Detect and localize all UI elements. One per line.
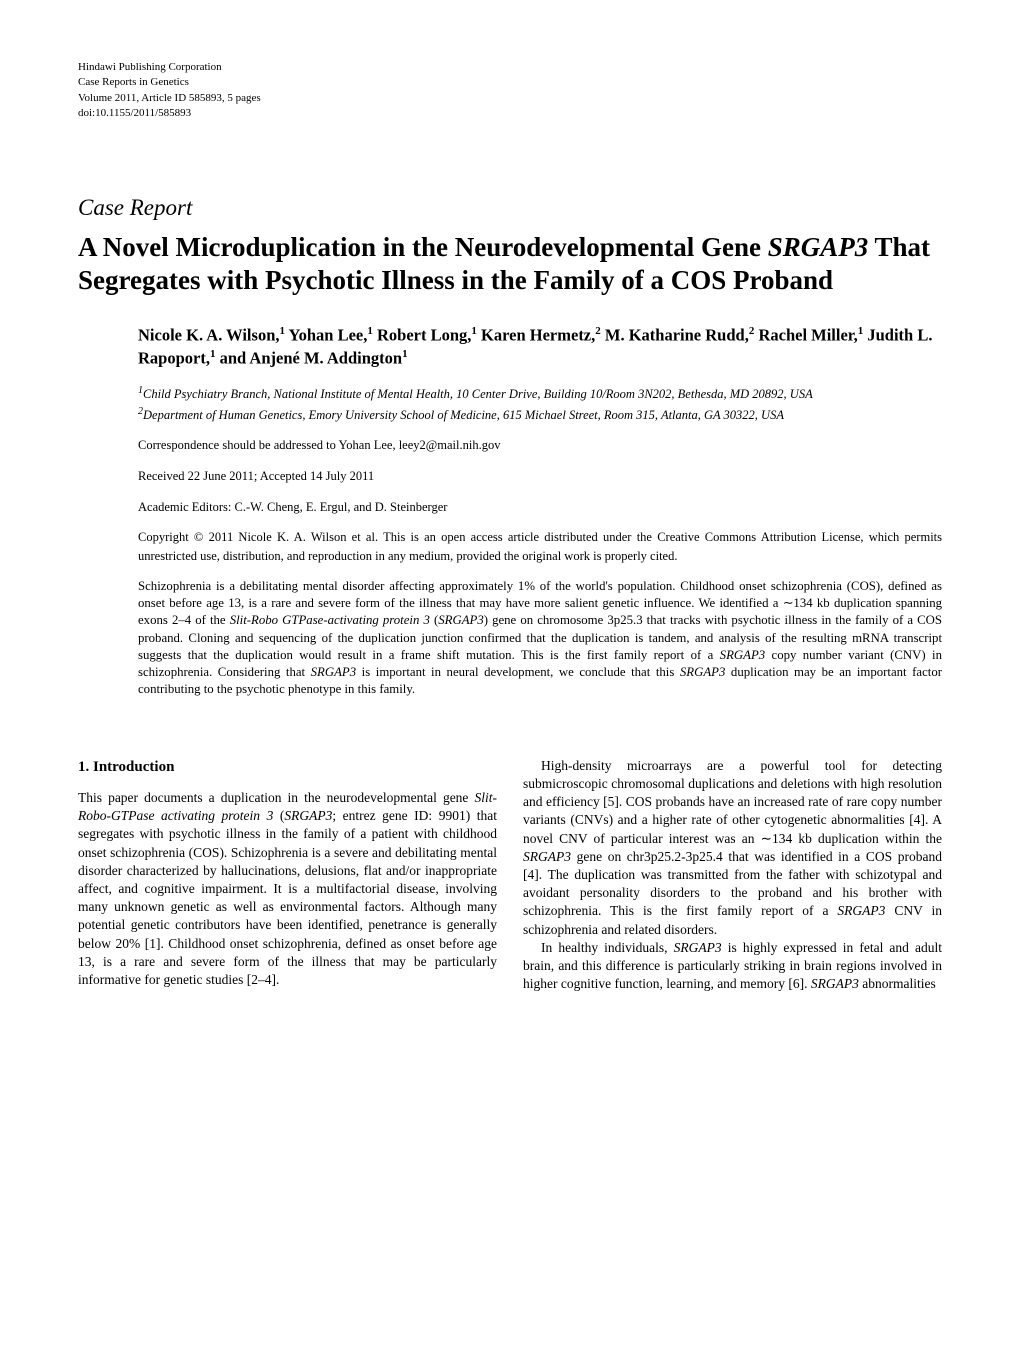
editors-line: Academic Editors: C.-W. Cheng, E. Ergul,… [138, 498, 942, 517]
column-right: High-density microarrays are a powerful … [523, 757, 942, 994]
abstract-gene-5: SRGAP3 [680, 665, 726, 679]
abstract-gene-1: Slit-Robo GTPase-activating protein 3 [230, 613, 430, 627]
article-title: A Novel Microduplication in the Neurodev… [78, 231, 942, 297]
abstract: Schizophrenia is a debilitating mental d… [138, 578, 942, 699]
col2-p2-gene-2: SRGAP3 [811, 976, 859, 991]
affiliation-1: 1Child Psychiatry Branch, National Insti… [138, 384, 942, 403]
col2-p1-pre: High-density microarrays are a powerful … [523, 758, 942, 846]
copyright-block: Copyright © 2011 Nicole K. A. Wilson et … [138, 528, 942, 566]
col2-p2-post: abnormalities [859, 976, 936, 991]
abstract-gene-3: SRGAP3 [720, 648, 766, 662]
doi-line: doi:10.1155/2011/585893 [78, 106, 942, 121]
col2-p2-pre: In healthy individuals, [541, 940, 674, 955]
publication-info: Hindawi Publishing Corporation Case Repo… [78, 60, 942, 122]
dates-line: Received 22 June 2011; Accepted 14 July … [138, 467, 942, 486]
intro-paragraph-1: This paper documents a duplication in th… [78, 789, 497, 989]
col1-p1-mid-1: ( [273, 808, 284, 823]
affil-1-text: Child Psychiatry Branch, National Instit… [143, 387, 813, 401]
abstract-gene-2: SRGAP3 [438, 613, 484, 627]
section-1-heading: 1. Introduction [78, 757, 497, 777]
col1-p1-gene-2: SRGAP3 [284, 808, 332, 823]
affiliation-2: 2Department of Human Genetics, Emory Uni… [138, 405, 942, 424]
title-gene: SRGAP3 [768, 232, 869, 262]
col2-p1-gene-1: SRGAP3 [523, 849, 571, 864]
journal-line: Case Reports in Genetics [78, 75, 942, 90]
article-type-label: Case Report [78, 192, 942, 223]
right-paragraph-1: High-density microarrays are a powerful … [523, 757, 942, 939]
col1-p1-pre: This paper documents a duplication in th… [78, 790, 475, 805]
right-paragraph-2: In healthy individuals, SRGAP3 is highly… [523, 939, 942, 994]
abstract-mid-4: is important in neural development, we c… [356, 665, 680, 679]
article-meta: Correspondence should be addressed to Yo… [138, 436, 942, 566]
col1-p1-post: ; entrez gene ID: 9901) that segregates … [78, 808, 497, 987]
author-list: Nicole K. A. Wilson,1 Yohan Lee,1 Robert… [138, 324, 942, 370]
publisher-line: Hindawi Publishing Corporation [78, 60, 942, 75]
title-pre: A Novel Microduplication in the Neurodev… [78, 232, 768, 262]
col2-p2-gene-1: SRGAP3 [674, 940, 722, 955]
body-columns: 1. Introduction This paper documents a d… [78, 757, 942, 994]
abstract-gene-4: SRGAP3 [311, 665, 357, 679]
abstract-mid-1: ( [430, 613, 438, 627]
volume-line: Volume 2011, Article ID 585893, 5 pages [78, 91, 942, 106]
column-left: 1. Introduction This paper documents a d… [78, 757, 497, 994]
col2-p1-gene-2: SRGAP3 [837, 903, 885, 918]
affil-2-text: Department of Human Genetics, Emory Univ… [143, 408, 784, 422]
correspondence-line: Correspondence should be addressed to Yo… [138, 436, 942, 455]
